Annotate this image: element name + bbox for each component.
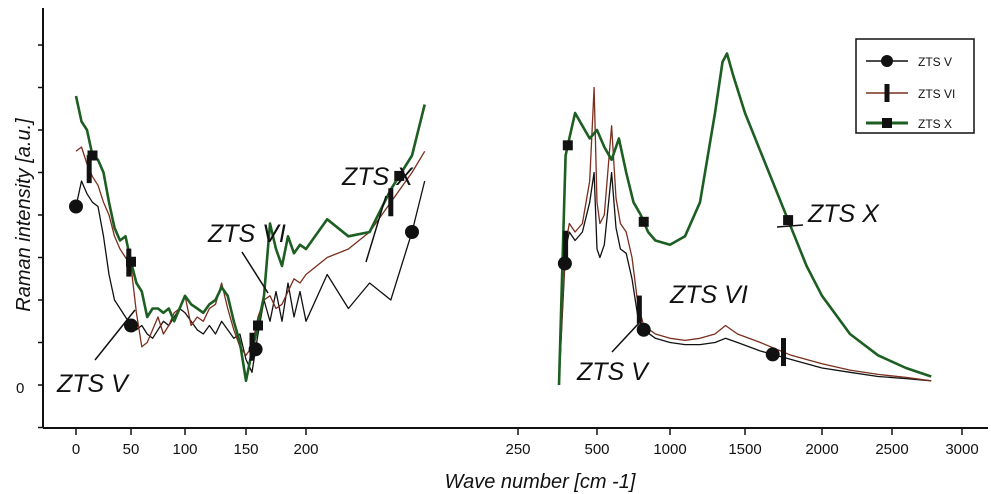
x-tick-label: 50 <box>123 441 140 458</box>
x-tick-label: 1500 <box>728 441 761 458</box>
series-line-zts-vi <box>75 146 426 356</box>
x-tick-label: 100 <box>172 441 197 458</box>
zts-v-marker <box>124 318 138 333</box>
axes-frame <box>42 8 988 429</box>
x-tick-label: 1000 <box>653 441 686 458</box>
legend-item-zts-x: ZTS X <box>866 117 952 131</box>
y-axis-ticks <box>38 44 43 429</box>
legend: ZTS V ZTS VI ZTS X <box>855 38 975 134</box>
annotation-zts-v-left: ZTS V <box>56 370 130 398</box>
x-axis-label: Wave number [cm -1] <box>445 471 636 493</box>
annotation-zts-vi-left: ZTS VI <box>207 220 286 248</box>
zts-x-marker <box>126 256 136 267</box>
legend-item-zts-v: ZTS V <box>866 55 952 69</box>
zts-v-marker <box>69 199 83 214</box>
annotation-zts-v-right: ZTS V <box>576 358 650 386</box>
right-panel: 500 1000 1500 2000 2500 3000 <box>557 52 979 458</box>
zts-vi-marker <box>563 230 569 259</box>
zts-vi-marker <box>388 188 394 217</box>
series-line-zts-v <box>558 171 932 386</box>
zts-vi-marker <box>636 295 642 324</box>
legend-label-zts-v: ZTS V <box>918 55 952 69</box>
zts-x-marker <box>253 320 263 331</box>
annotation-pointer-zts-v-right <box>611 321 641 353</box>
y-tick-label-zero: 0 <box>16 380 24 397</box>
legend-marker-zts-vi <box>884 84 890 102</box>
x-tick-label: 150 <box>233 441 258 458</box>
x-tick-label: 3000 <box>945 441 978 458</box>
y-axis-label: Raman intensity [a.u.] <box>13 118 35 312</box>
x-tick-label: 0 <box>72 441 80 458</box>
left-panel: 0 50 100 150 200 250 <box>69 95 531 458</box>
zts-x-marker <box>394 170 405 181</box>
series-line-zts-vi <box>558 86 932 386</box>
zts-x-marker <box>87 150 98 161</box>
legend-box <box>855 38 975 134</box>
annotations: ZTS V ZTS VI ZTS X ZTS V ZTS VI ZTS X <box>56 163 880 398</box>
annotation-pointer-zts-v-left <box>94 309 136 361</box>
x-tick-label: 2000 <box>805 441 838 458</box>
annotation-pointer-zts-x-right <box>776 224 804 228</box>
zts-v-marker <box>636 322 651 337</box>
zts-v-marker <box>765 347 780 362</box>
zts-vi-marker <box>781 338 786 367</box>
zts-vi-marker <box>249 332 255 361</box>
x-tick-label: 2500 <box>875 441 908 458</box>
legend-label-zts-vi: ZTS VI <box>918 87 955 101</box>
x-tick-label: 500 <box>584 441 609 458</box>
annotation-zts-x-right: ZTS X <box>807 200 880 228</box>
zts-x-marker <box>562 140 573 151</box>
legend-item-zts-vi: ZTS VI <box>866 84 955 102</box>
legend-label-zts-x: ZTS X <box>918 117 952 131</box>
series-line-zts-x <box>74 95 426 383</box>
annotation-zts-vi-right: ZTS VI <box>669 281 748 309</box>
series-line-zts-v <box>75 180 426 373</box>
zts-x-marker <box>638 216 649 227</box>
annotation-zts-x-left: ZTS X <box>341 163 414 191</box>
zts-vi-marker <box>86 155 92 184</box>
annotation-pointer-zts-x-left <box>365 195 387 263</box>
legend-marker-zts-v <box>881 55 893 67</box>
series-line-zts-x <box>557 52 932 386</box>
zts-x-marker <box>783 215 794 226</box>
legend-marker-zts-x <box>882 118 892 128</box>
zts-v-marker <box>405 225 419 239</box>
x-tick-label: 200 <box>293 441 318 458</box>
annotation-pointer-zts-vi-left <box>241 251 269 294</box>
x-tick-label: 250 <box>505 441 530 458</box>
zts-v-marker <box>557 256 572 271</box>
